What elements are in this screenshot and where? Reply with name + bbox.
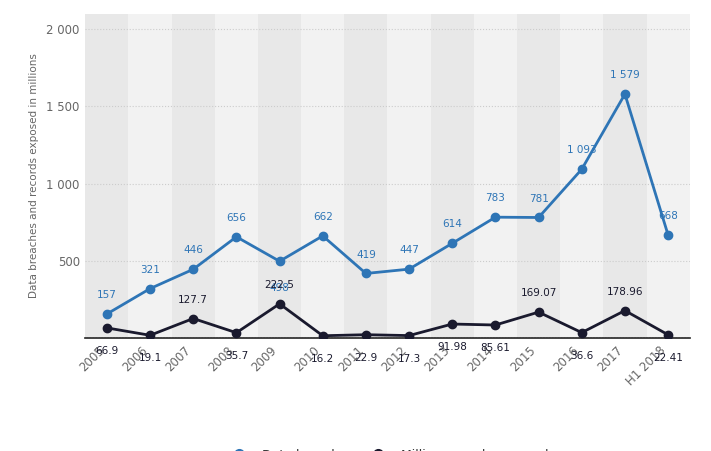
- Line: Million records exposed: Million records exposed: [102, 299, 673, 340]
- Data breaches: [448, 240, 456, 246]
- Million records exposed: [664, 332, 673, 337]
- Bar: [646, 14, 690, 338]
- Text: 85.61: 85.61: [481, 343, 510, 353]
- Text: 91.98: 91.98: [437, 342, 467, 352]
- Y-axis label: Data breaches and records exposed in millions: Data breaches and records exposed in mil…: [29, 54, 39, 298]
- Text: 447: 447: [399, 245, 419, 255]
- Line: Data breaches: Data breaches: [102, 90, 673, 318]
- Million records exposed: [232, 330, 240, 336]
- Text: 614: 614: [442, 220, 462, 230]
- Data breaches: [405, 267, 413, 272]
- Million records exposed: [621, 308, 629, 313]
- Million records exposed: [146, 332, 154, 338]
- Million records exposed: [405, 333, 413, 338]
- Bar: [474, 14, 517, 338]
- Text: 668: 668: [658, 211, 678, 221]
- Data breaches: [621, 92, 629, 97]
- Bar: [431, 14, 474, 338]
- Text: 222.5: 222.5: [264, 280, 294, 290]
- Data breaches: [102, 311, 111, 317]
- Bar: [301, 14, 344, 338]
- Data breaches: [319, 233, 327, 239]
- Bar: [604, 14, 646, 338]
- Text: 1 093: 1 093: [567, 145, 597, 155]
- Text: 662: 662: [313, 212, 333, 222]
- Bar: [171, 14, 215, 338]
- Text: 22.9: 22.9: [354, 353, 378, 363]
- Data breaches: [232, 234, 240, 239]
- Million records exposed: [362, 332, 370, 337]
- Data breaches: [275, 258, 284, 264]
- Million records exposed: [275, 301, 284, 307]
- Text: 16.2: 16.2: [311, 354, 334, 364]
- Legend: Data breaches, Million records exposed: Data breaches, Million records exposed: [220, 443, 555, 451]
- Text: 66.9: 66.9: [95, 346, 119, 356]
- Text: 1 579: 1 579: [610, 70, 640, 80]
- Data breaches: [535, 215, 543, 220]
- Text: 22.41: 22.41: [653, 353, 683, 363]
- Text: 35.7: 35.7: [225, 351, 248, 361]
- Bar: [560, 14, 604, 338]
- Bar: [387, 14, 431, 338]
- Text: 781: 781: [529, 193, 548, 203]
- Text: 498: 498: [269, 284, 289, 294]
- Text: 321: 321: [140, 265, 160, 275]
- Bar: [85, 14, 129, 338]
- Text: 446: 446: [183, 245, 203, 255]
- Text: 419: 419: [356, 249, 376, 260]
- Data breaches: [664, 232, 673, 238]
- Million records exposed: [491, 322, 500, 328]
- Million records exposed: [448, 321, 456, 327]
- Bar: [215, 14, 258, 338]
- Bar: [517, 14, 560, 338]
- Text: 783: 783: [486, 193, 506, 203]
- Million records exposed: [535, 309, 543, 315]
- Million records exposed: [102, 325, 111, 331]
- Bar: [258, 14, 301, 338]
- Data breaches: [577, 166, 586, 172]
- Million records exposed: [577, 330, 586, 335]
- Data breaches: [362, 271, 370, 276]
- Bar: [129, 14, 171, 338]
- Million records exposed: [319, 333, 327, 338]
- Data breaches: [491, 215, 500, 220]
- Million records exposed: [189, 316, 198, 321]
- Text: 169.07: 169.07: [520, 288, 557, 298]
- Data breaches: [146, 286, 154, 291]
- Text: 17.3: 17.3: [397, 354, 421, 364]
- Data breaches: [189, 267, 198, 272]
- Text: 157: 157: [97, 290, 117, 300]
- Text: 127.7: 127.7: [178, 295, 208, 304]
- Text: 656: 656: [227, 213, 246, 223]
- Text: 36.6: 36.6: [570, 350, 594, 361]
- Text: 19.1: 19.1: [139, 353, 161, 364]
- Bar: [344, 14, 387, 338]
- Text: 178.96: 178.96: [606, 287, 643, 297]
